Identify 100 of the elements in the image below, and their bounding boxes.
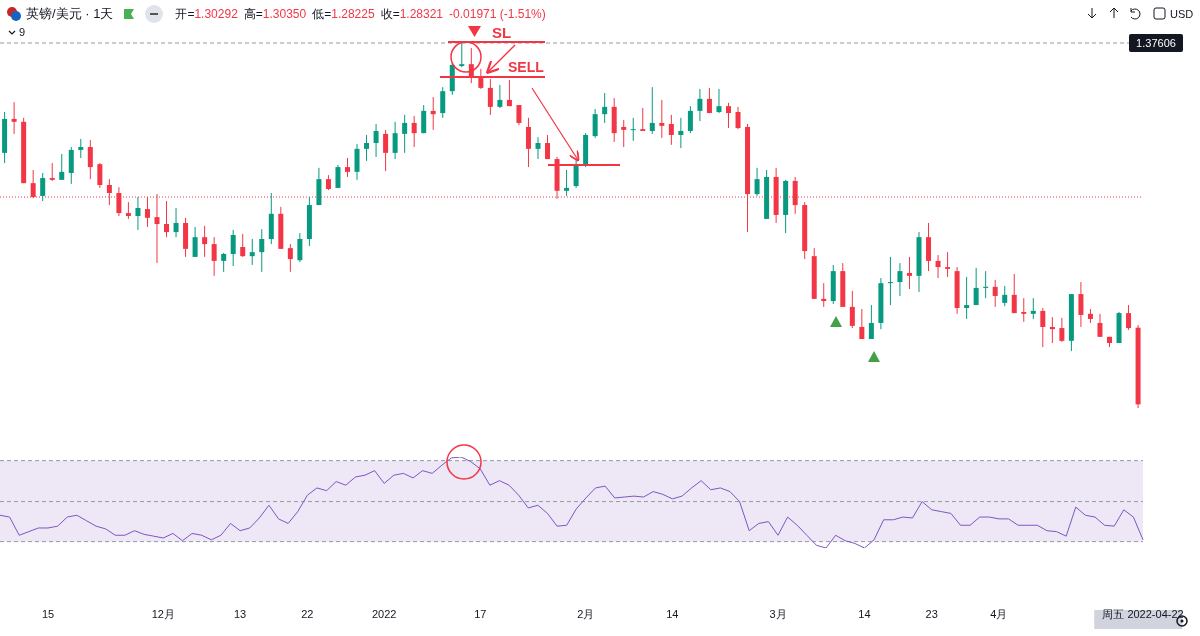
candlestick — [983, 270, 989, 299]
candlestick — [78, 138, 84, 159]
text: 开=1.30292 — [175, 6, 238, 21]
candlestick — [973, 267, 979, 306]
candlestick — [678, 117, 684, 149]
candlestick — [1011, 273, 1017, 314]
text: 9 — [19, 26, 26, 38]
x-tick-label: 4月 — [990, 607, 1008, 620]
candlestick — [497, 84, 503, 109]
candlestick — [992, 279, 998, 308]
x-tick-label: 12月 — [151, 607, 175, 620]
candlestick — [135, 196, 141, 231]
text: 收=1.28321 — [380, 6, 444, 21]
candlestick — [87, 139, 93, 180]
candlestick — [411, 115, 417, 148]
candlestick — [259, 228, 265, 273]
candlestick — [430, 96, 436, 131]
candlestick — [630, 117, 636, 142]
candlestick — [211, 236, 217, 277]
text: USD — [1170, 8, 1194, 20]
candlestick — [221, 252, 227, 273]
candlestick — [754, 167, 760, 197]
candlestick — [335, 164, 341, 189]
text: 低=1.28225 — [312, 6, 375, 21]
annotation: SELL — [508, 59, 545, 75]
candlestick — [697, 88, 703, 122]
candlestick — [487, 78, 493, 116]
candlestick — [40, 172, 46, 202]
candlestick — [659, 99, 665, 139]
candlestick — [592, 108, 598, 139]
candlestick — [230, 229, 236, 267]
x-tick-label: 15 — [41, 607, 55, 620]
candlestick — [164, 200, 170, 238]
x-tick-label: 周五 2022-04-22 — [1102, 607, 1184, 620]
candlestick — [640, 107, 646, 132]
x-tick-label: 2022 — [371, 607, 397, 620]
candlestick — [564, 169, 570, 197]
candlestick — [735, 106, 741, 130]
candlestick — [1030, 297, 1036, 320]
candlestick — [935, 254, 941, 279]
candlestick — [402, 114, 408, 154]
candlestick — [440, 86, 446, 119]
candlestick — [821, 282, 827, 308]
candlestick — [478, 68, 484, 90]
candlestick — [602, 92, 608, 124]
candlestick — [726, 102, 731, 129]
candlestick — [59, 153, 65, 181]
candlestick — [506, 79, 512, 107]
candlestick — [649, 86, 655, 135]
candlestick — [1002, 285, 1008, 307]
candlestick — [11, 101, 17, 135]
x-tick-label: 17 — [474, 607, 487, 620]
x-tick-label: 14 — [858, 607, 871, 620]
candlestick — [249, 238, 255, 266]
x-tick-label: 2月 — [577, 607, 595, 620]
candlestick — [202, 225, 208, 258]
candlestick — [392, 121, 398, 160]
x-tick-label: 14 — [666, 607, 679, 620]
x-tick-label: 23 — [925, 607, 938, 620]
x-tick-label: 22 — [301, 607, 314, 620]
candlestick — [173, 207, 179, 238]
candlestick — [1126, 304, 1132, 331]
candlestick — [945, 251, 951, 278]
candlestick — [1097, 313, 1103, 338]
candlestick — [354, 143, 360, 181]
candlestick — [421, 104, 427, 134]
candlestick — [525, 117, 531, 168]
candlestick — [1049, 316, 1055, 344]
text: SL — [492, 24, 512, 41]
candlestick — [516, 104, 522, 126]
candlestick — [383, 129, 389, 172]
candlestick — [97, 162, 103, 189]
candlestick — [573, 159, 579, 189]
x-tick-label: 13 — [234, 607, 247, 620]
candlestick — [364, 134, 370, 162]
x-tick-label: 3月 — [769, 607, 787, 620]
candlestick — [668, 114, 674, 146]
candlestick — [849, 290, 855, 329]
annotation: 1.37606 — [1136, 37, 1176, 49]
chart-title: 英镑/美元 · 1天 — [26, 5, 114, 23]
candlestick — [926, 222, 932, 272]
candlestick — [897, 262, 903, 297]
candlestick — [68, 146, 74, 185]
candlestick — [192, 226, 198, 258]
text: 高=1.30350 — [243, 6, 307, 21]
candlestick — [906, 256, 912, 290]
candlestick — [1059, 317, 1065, 343]
candlestick — [1040, 307, 1046, 348]
candlestick — [964, 276, 970, 320]
candlestick — [859, 308, 865, 340]
candlestick — [297, 232, 303, 263]
candlestick — [459, 43, 465, 68]
candlestick — [535, 136, 541, 160]
candlestick — [1078, 281, 1084, 328]
candlestick — [621, 119, 627, 148]
candlestick — [1021, 297, 1027, 323]
candlestick — [887, 256, 893, 306]
candlestick — [545, 134, 551, 160]
candlestick — [373, 123, 379, 158]
candlestick — [868, 304, 874, 340]
